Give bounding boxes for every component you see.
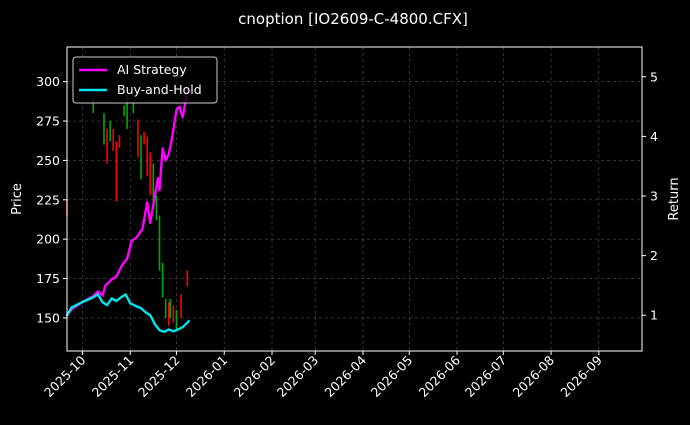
legend: AI Strategy Buy-and-Hold <box>72 56 218 104</box>
y2-tick-label: 4 <box>650 129 658 144</box>
y-tick-label: 225 <box>36 192 60 207</box>
candlesticks <box>66 94 189 329</box>
y-tick-label: 150 <box>36 310 60 325</box>
y-tick-label: 250 <box>36 153 60 168</box>
series-lines <box>65 87 191 334</box>
y-tick-label: 300 <box>36 74 60 89</box>
series-line-ai-strategy <box>65 87 189 317</box>
y-tick-label: 275 <box>36 114 60 129</box>
y2-tick-label: 3 <box>650 189 658 204</box>
y2-tick-label: 1 <box>650 308 658 323</box>
legend-box <box>72 56 218 104</box>
y-axis-label: Price <box>10 183 25 215</box>
y-tick-label: 200 <box>36 232 60 247</box>
plot-frame <box>66 46 643 352</box>
legend-label-buy-and-hold: Buy-and-Hold <box>117 82 202 97</box>
y-tick-label: 175 <box>36 271 60 286</box>
series-line-buy-and-hold <box>65 293 191 334</box>
chart-title: cnoption [IO2609-C-4800.CFX] <box>238 10 468 28</box>
y2-tick-label: 5 <box>650 69 658 84</box>
legend-label-ai-strategy: AI Strategy <box>117 62 187 77</box>
y2-axis-label: Return <box>667 177 682 220</box>
y2-tick-label: 2 <box>650 248 658 263</box>
